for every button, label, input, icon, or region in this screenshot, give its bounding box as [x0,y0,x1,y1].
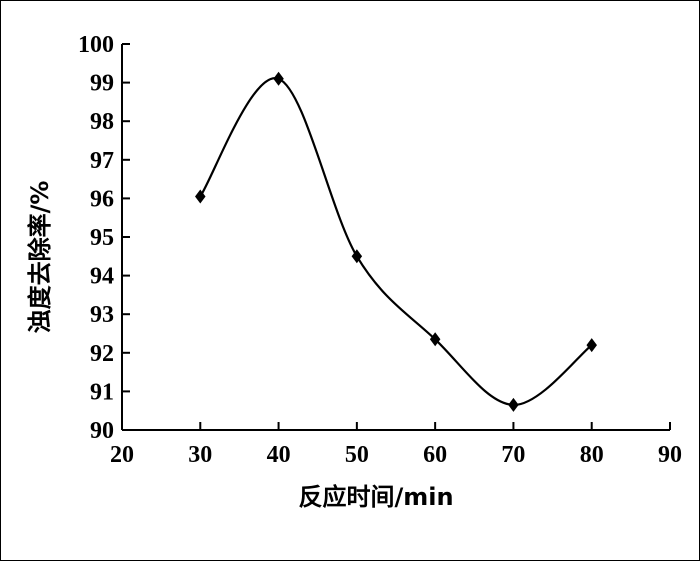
y-tick-label: 95 [90,225,114,251]
data-point-marker [508,397,519,412]
data-point-marker [273,71,284,86]
x-tick-label: 30 [188,442,212,468]
x-tick-label: 80 [580,442,604,468]
series-curve [199,77,593,407]
x-tick-label: 50 [345,442,369,468]
y-tick-label: 97 [90,148,114,174]
y-tick-label: 91 [90,379,114,405]
y-tick-label: 90 [90,418,114,444]
y-tick-label: 99 [90,71,114,97]
y-axis-label: 浊度去除率/% [26,181,54,334]
y-tick-label: 100 [78,32,114,58]
y-tick-label: 96 [90,186,114,212]
x-tick-label: 60 [423,442,447,468]
x-axis-label: 反应时间/min [298,483,453,511]
x-tick-label: 20 [110,442,134,468]
x-ticks: 20 30 40 50 60 70 80 90 [110,422,682,468]
data-point-marker [351,249,363,264]
x-tick-label: 70 [501,442,525,468]
axes [121,44,670,431]
y-tick-label: 93 [90,302,114,328]
y-ticks: 90 91 92 93 94 95 96 97 98 99 100 [78,32,130,444]
data-markers [195,71,597,412]
y-tick-label: 94 [90,264,114,290]
x-tick-label: 90 [658,442,682,468]
y-tick-label: 98 [90,109,114,135]
y-tick-label: 92 [90,341,114,367]
data-point-marker [195,189,206,204]
x-tick-label: 40 [267,442,291,468]
data-point-marker [586,338,597,353]
data-point-marker [429,332,441,347]
